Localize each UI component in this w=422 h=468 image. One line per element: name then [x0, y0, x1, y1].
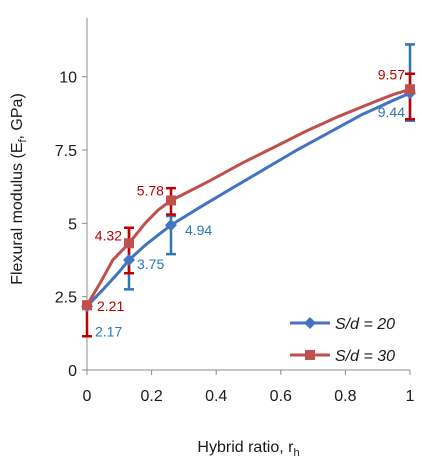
y-tick-label: 10 [59, 70, 77, 87]
error-bars [82, 43, 415, 338]
y-axis-title-post: , GPa) [9, 93, 26, 139]
data-label: 3.75 [137, 256, 164, 272]
data-point-square [123, 238, 134, 249]
series-line [85, 87, 411, 306]
series-markers [81, 84, 416, 313]
data-label: 9.44 [378, 104, 405, 120]
x-tick-label: 0.6 [270, 388, 292, 405]
x-tick-label: 0 [83, 388, 92, 405]
y-axis-title-main: Flexural modulus (E [9, 143, 26, 285]
y-axis-title: Flexural modulus (Ef, GPa) [9, 93, 29, 285]
y-tick-label: 5 [68, 216, 77, 233]
y-tick-label: 2.5 [55, 290, 77, 307]
legend-label: S/d = 20 [335, 316, 395, 333]
x-tick-label: 0.2 [140, 388, 162, 405]
data-labels: 2.17 3.75 4.94 9.44 2.21 4.32 5.78 9.57 [95, 66, 405, 339]
series-lines [85, 87, 411, 308]
legend-marker-diamond [304, 317, 316, 329]
series-line [85, 91, 411, 308]
x-tick-label: 0.4 [205, 388, 227, 405]
data-point-diamond [164, 219, 177, 232]
tick-labels: 0 2.5 5 7.5 10 0 0.2 0.4 0.6 0.8 1 [55, 70, 415, 405]
x-axis-title-main: Hybrid ratio, r [197, 439, 294, 456]
data-label: 9.57 [378, 66, 405, 82]
data-label: 4.94 [185, 222, 212, 238]
data-point-diamond [122, 254, 135, 266]
y-tick-label: 0 [68, 363, 77, 380]
data-point-square [165, 195, 176, 206]
data-label: 2.21 [97, 298, 124, 314]
legend-label: S/d = 30 [335, 348, 395, 365]
data-label: 5.78 [137, 182, 164, 198]
data-label: 2.17 [95, 323, 122, 339]
y-tick-label: 7.5 [55, 143, 77, 160]
data-point-square [405, 84, 415, 95]
x-axis-title-sub: h [293, 447, 299, 459]
x-tick-label: 0.8 [334, 388, 356, 405]
data-point-square [82, 300, 92, 311]
data-label: 4.32 [95, 227, 122, 243]
legend: S/d = 20 S/d = 30 [290, 316, 395, 365]
x-tick-label: 1 [406, 388, 415, 405]
y-axis-title-sub: f [17, 139, 29, 143]
legend-marker-square [305, 350, 315, 360]
x-axis-title: Hybrid ratio, rh [197, 439, 299, 459]
